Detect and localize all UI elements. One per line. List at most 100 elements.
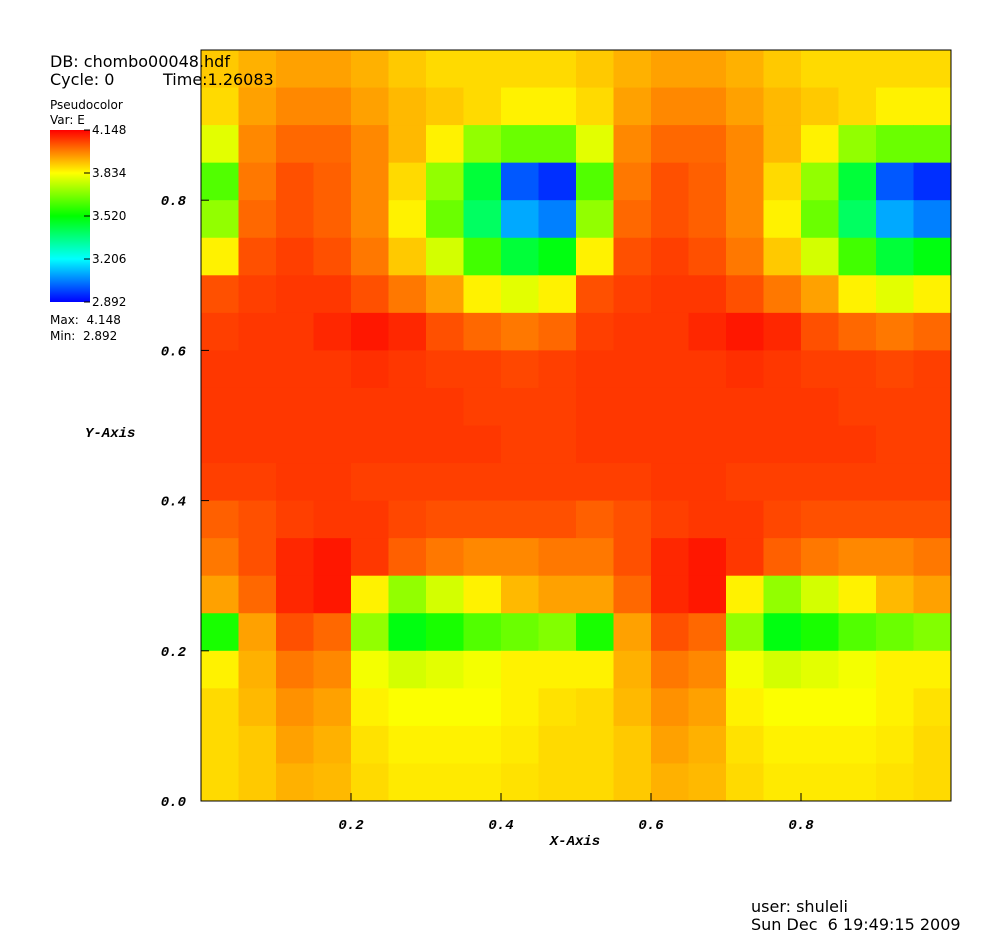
cell (463, 613, 502, 652)
cell (613, 500, 652, 539)
cell (763, 387, 802, 426)
cell (763, 275, 802, 314)
cell (276, 500, 314, 539)
cell (726, 500, 764, 539)
cell (463, 50, 502, 89)
cell (763, 162, 802, 201)
cell (426, 725, 464, 764)
cell (426, 162, 464, 201)
cell (576, 463, 614, 502)
cell (538, 613, 577, 652)
cell (576, 425, 614, 464)
cell (201, 312, 239, 351)
y-axis-title: Y-Axis (85, 426, 135, 442)
cell (913, 688, 952, 727)
cell (538, 312, 577, 351)
cell (838, 237, 877, 276)
cell (351, 50, 389, 89)
cell (576, 613, 614, 652)
cell (501, 613, 539, 652)
cell (876, 725, 914, 764)
cell (426, 688, 464, 727)
cell (913, 162, 952, 201)
cell (876, 538, 914, 577)
cell (426, 500, 464, 539)
cell (726, 425, 764, 464)
cell (801, 200, 839, 239)
cell (613, 350, 652, 389)
cell (388, 538, 427, 577)
cell (688, 50, 727, 89)
cell (313, 200, 352, 239)
cell (351, 87, 389, 126)
cell (801, 387, 839, 426)
colorbar-tick-label: 3.520 (92, 209, 126, 223)
cell (613, 200, 652, 239)
cell (463, 87, 502, 126)
cell (838, 538, 877, 577)
cell (426, 425, 464, 464)
cell (801, 725, 839, 764)
cell (388, 125, 427, 164)
cell (576, 538, 614, 577)
cell (201, 125, 239, 164)
max-label: Max: 4.148 (50, 313, 121, 327)
cell (501, 275, 539, 314)
cell (838, 425, 877, 464)
cell (801, 162, 839, 201)
y-tick-label: 0.4 (161, 495, 186, 511)
cell (388, 688, 427, 727)
cell (876, 275, 914, 314)
cell (538, 350, 577, 389)
cell (726, 538, 764, 577)
cell (763, 763, 802, 802)
cell (801, 312, 839, 351)
cell (576, 87, 614, 126)
colorbar-tick-label: 2.892 (92, 295, 126, 309)
cell (388, 725, 427, 764)
cell (651, 763, 689, 802)
cell (613, 50, 652, 89)
cell (426, 763, 464, 802)
cell (726, 275, 764, 314)
cell (763, 350, 802, 389)
cell (463, 275, 502, 314)
cell (838, 50, 877, 89)
cell (876, 312, 914, 351)
cell (763, 725, 802, 764)
cell (651, 162, 689, 201)
cell (876, 575, 914, 614)
cell (688, 200, 727, 239)
cell (313, 125, 352, 164)
cell (913, 650, 952, 689)
cell (876, 87, 914, 126)
cell (313, 575, 352, 614)
cell (501, 725, 539, 764)
cell (726, 350, 764, 389)
cell (388, 575, 427, 614)
cell (801, 275, 839, 314)
cell (688, 725, 727, 764)
x-tick-label: 0.4 (488, 818, 513, 834)
y-tick-label: 0.8 (161, 194, 187, 210)
cell (313, 237, 352, 276)
cell (651, 275, 689, 314)
cell (688, 125, 727, 164)
cell (276, 275, 314, 314)
cell (576, 688, 614, 727)
cell (463, 500, 502, 539)
colorbar-tick-label: 3.834 (92, 166, 126, 180)
cell (276, 425, 314, 464)
cell (501, 50, 539, 89)
cell (838, 650, 877, 689)
cell (351, 125, 389, 164)
cell (763, 312, 802, 351)
cell (501, 387, 539, 426)
cell (538, 387, 577, 426)
cell (201, 237, 239, 276)
var-name: Var: E (50, 113, 85, 127)
cell (351, 650, 389, 689)
cell (876, 463, 914, 502)
cell (238, 387, 277, 426)
cell (276, 387, 314, 426)
